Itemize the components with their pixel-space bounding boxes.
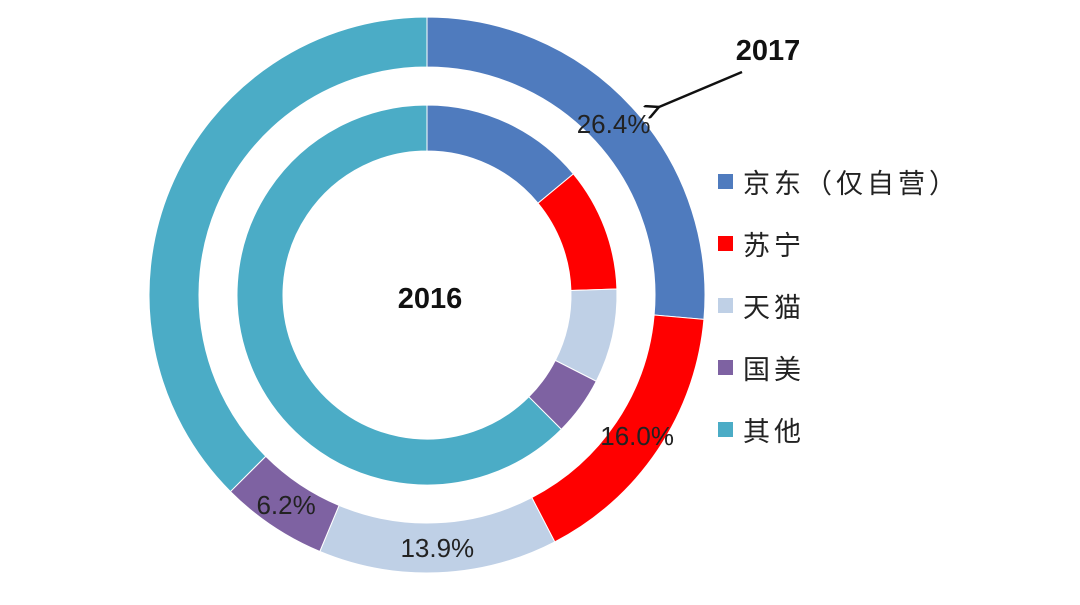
inner-ring-slice-jd bbox=[426, 104, 575, 204]
legend-item-jd: 京东（仅自营） bbox=[718, 150, 960, 212]
legend-swatch-suning bbox=[718, 235, 733, 251]
inner-ring-slice-other bbox=[236, 104, 563, 486]
outer-ring-pointer-arrow bbox=[659, 70, 743, 107]
data-labels: 26.4% 16.0% 13.9% 6.2% bbox=[256, 109, 674, 563]
legend-label-gome: 国美 bbox=[743, 354, 805, 386]
data-label-jd: 26.4% bbox=[577, 109, 651, 139]
outer-ring-2017 bbox=[148, 16, 706, 574]
data-label-tmall: 13.9% bbox=[400, 533, 474, 563]
legend-swatch-gome bbox=[718, 359, 733, 375]
data-label-gome: 6.2% bbox=[256, 490, 315, 520]
legend-label-other: 其他 bbox=[743, 416, 805, 448]
legend-swatch-other bbox=[718, 421, 733, 437]
legend-label-suning: 苏宁 bbox=[743, 230, 805, 262]
legend: 京东（仅自营） 苏宁 天猫 国美 其他 bbox=[718, 150, 960, 460]
legend-label-jd: 京东（仅自营） bbox=[743, 168, 960, 200]
legend-swatch-tmall bbox=[718, 297, 733, 313]
inner-ring-year-label: 2016 bbox=[398, 283, 463, 315]
outer-ring-year-label: 2017 bbox=[736, 35, 801, 67]
legend-item-other: 其他 bbox=[718, 398, 960, 460]
legend-item-suning: 苏宁 bbox=[718, 212, 960, 274]
outer-ring-slice-other bbox=[148, 16, 428, 493]
legend-item-tmall: 天猫 bbox=[718, 274, 960, 336]
data-label-suning: 16.0% bbox=[600, 421, 674, 451]
inner-ring-2016 bbox=[236, 104, 618, 486]
legend-label-tmall: 天猫 bbox=[743, 292, 805, 324]
legend-swatch-jd bbox=[718, 173, 733, 189]
legend-item-gome: 国美 bbox=[718, 336, 960, 398]
